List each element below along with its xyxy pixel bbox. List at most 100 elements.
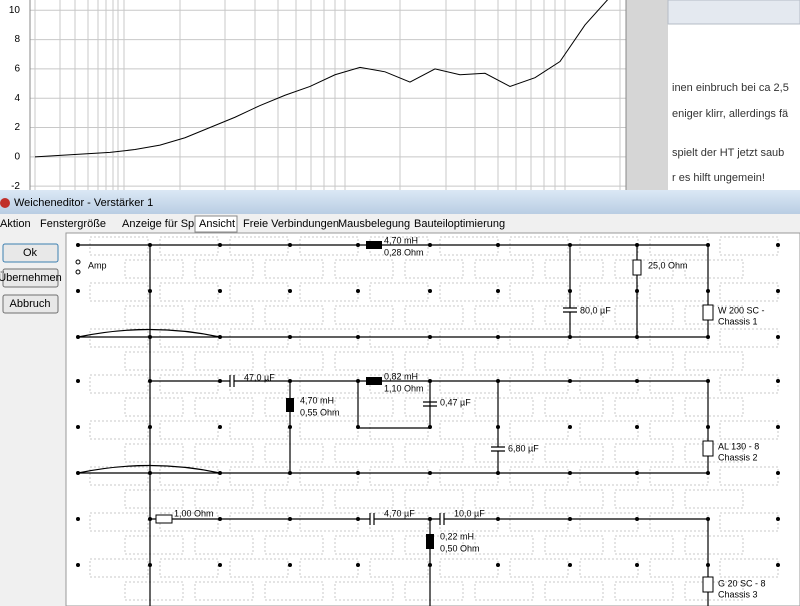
grid-box: [509, 328, 569, 348]
y-tick-label: -2: [11, 181, 20, 192]
component-label: 0,47 µF: [440, 397, 471, 407]
component-label: 0,50 Ohm: [440, 543, 480, 553]
grid-boxes: [89, 236, 779, 601]
grid-box: [474, 581, 534, 601]
y-tick-label: 8: [14, 34, 20, 45]
grid-box: [614, 535, 674, 555]
grid-box: [159, 328, 219, 348]
grid-box: [719, 558, 779, 578]
node-dot: [706, 335, 710, 339]
grid-box: [334, 581, 394, 601]
component-label: 0,55 Ohm: [300, 407, 340, 417]
node-dot: [76, 243, 80, 247]
node-dot: [288, 563, 292, 567]
node-dot: [496, 243, 500, 247]
window-title: Weicheneditor - Verstärker 1: [14, 197, 153, 209]
grid-box: [89, 328, 149, 348]
menu-item[interactable]: Ansicht: [199, 218, 235, 230]
nodes: [76, 243, 780, 567]
grid-box: [299, 512, 359, 532]
grid-box: [649, 282, 709, 302]
component-label: G 20 SC - 8: [718, 578, 766, 588]
node-dot: [218, 471, 222, 475]
node-dot: [776, 563, 780, 567]
grid-box: [334, 259, 394, 279]
menu-item[interactable]: Mausbelegung: [338, 218, 410, 230]
grid-box: [124, 259, 184, 279]
grid-box: [719, 420, 779, 440]
menu-item[interactable]: Fenstergröße: [40, 218, 106, 230]
grid-box: [369, 420, 429, 440]
node-dot: [428, 289, 432, 293]
component-label: 1,00 Ohm: [174, 508, 214, 518]
menu-item[interactable]: Aktion: [0, 218, 31, 230]
node-dot: [76, 379, 80, 383]
forum-text: r es hilft ungemein!: [672, 172, 765, 184]
grid-box: [404, 351, 464, 371]
button[interactable]: [2, 294, 59, 314]
chart-bg: [0, 0, 626, 192]
node-dot: [496, 563, 500, 567]
node-dot: [148, 335, 152, 339]
grid-box: [299, 328, 359, 348]
grid-box: [334, 535, 394, 555]
grid-box: [649, 328, 709, 348]
menu-item[interactable]: Anzeige für Spulen: [122, 218, 215, 230]
node-dot: [356, 425, 360, 429]
node-dot: [635, 335, 639, 339]
speaker: [702, 304, 714, 321]
node-dot: [706, 517, 710, 521]
grid-box: [369, 466, 429, 486]
node-dot: [776, 289, 780, 293]
menu-highlight[interactable]: [194, 215, 238, 233]
y-tick-label: 2: [14, 122, 20, 133]
grid-box: [579, 558, 639, 578]
node-dot: [568, 335, 572, 339]
node-dot: [568, 517, 572, 521]
grid-box: [159, 466, 219, 486]
node-dot: [428, 563, 432, 567]
node-dot: [776, 243, 780, 247]
grid-box: [439, 558, 499, 578]
grid-box: [194, 581, 254, 601]
inductor: [426, 534, 434, 549]
grid-box: [684, 259, 744, 279]
grid-box: [719, 512, 779, 532]
node-dot: [568, 243, 572, 247]
node-dot: [568, 425, 572, 429]
grid-box: [159, 558, 219, 578]
button-label[interactable]: Ok: [23, 247, 38, 259]
grid-box: [684, 535, 744, 555]
wire: [150, 518, 709, 606]
node-dot: [428, 379, 432, 383]
button[interactable]: [2, 243, 59, 263]
node-dot: [356, 563, 360, 567]
grid-box: [404, 397, 464, 417]
grid-box: [159, 374, 219, 394]
node-dot: [356, 471, 360, 475]
grid-box: [579, 466, 639, 486]
component-label: 47,0 µF: [244, 372, 275, 382]
grid-box: [229, 420, 289, 440]
node-dot: [776, 471, 780, 475]
menu-item[interactable]: Freie Verbindungen: [243, 218, 339, 230]
button[interactable]: [2, 268, 59, 288]
node-dot: [76, 335, 80, 339]
grid-box: [404, 443, 464, 463]
grid-box: [579, 328, 639, 348]
response-curve: [34, 0, 609, 158]
grid-box: [159, 236, 219, 256]
node-dot: [288, 335, 292, 339]
grid-box: [89, 236, 149, 256]
component-label: 4,70 µF: [384, 508, 415, 518]
node-dot: [218, 289, 222, 293]
grid-box: [544, 305, 604, 325]
grid-box: [474, 351, 534, 371]
grid-box: [474, 535, 534, 555]
grid-box: [194, 489, 254, 509]
menu-item[interactable]: Bauteiloptimierung: [414, 218, 505, 230]
button-label[interactable]: Abbruch: [10, 298, 51, 310]
y-tick-label: 0: [14, 151, 20, 162]
grid-box: [474, 489, 534, 509]
button-label[interactable]: Übernehmen: [0, 272, 62, 284]
